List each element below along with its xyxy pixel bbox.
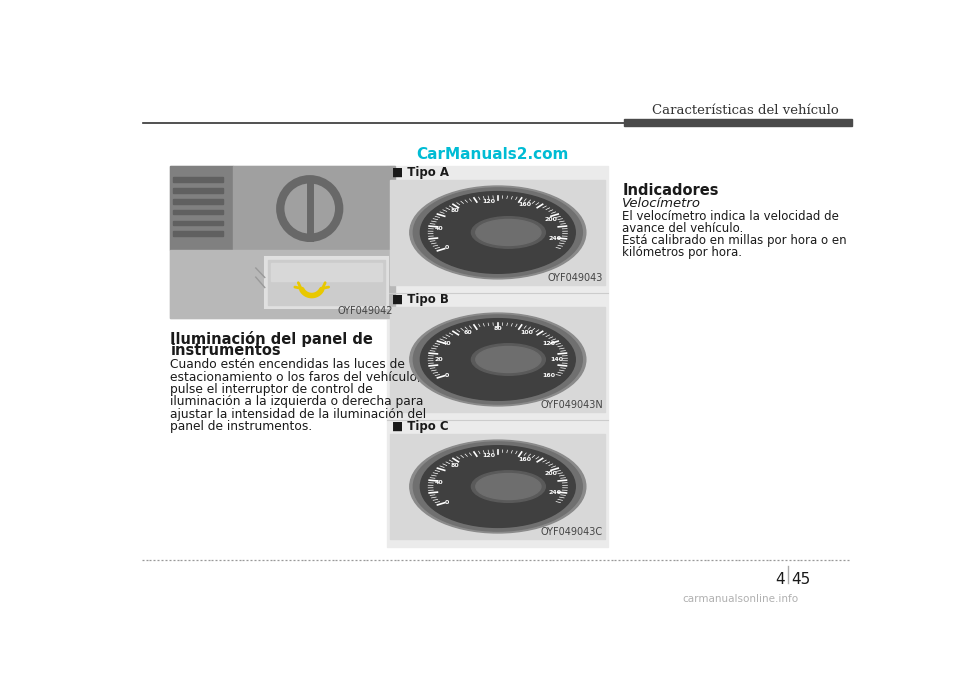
Text: 40: 40 [435,480,444,485]
Ellipse shape [414,442,583,531]
Text: 20: 20 [435,357,444,362]
Text: 160: 160 [518,457,532,462]
Ellipse shape [476,347,540,373]
Text: 140: 140 [550,357,564,362]
Text: iluminación a la izquierda o derecha para: iluminación a la izquierda o derecha par… [170,395,423,409]
Bar [170,166,396,318]
Text: Características del vehículo: Características del vehículo [653,103,839,116]
Text: Iluminación del panel de: Iluminación del panel de [170,331,373,347]
Bar [174,188,223,193]
Text: 60: 60 [464,330,472,335]
Ellipse shape [471,216,545,248]
Bar [170,166,233,249]
Bar [174,209,223,214]
Text: ■ Tipo A: ■ Tipo A [392,166,449,179]
Ellipse shape [410,313,586,406]
Bar [170,249,396,318]
Text: ■ Tipo B: ■ Tipo B [392,294,449,307]
Text: El velocímetro indica la velocidad de: El velocímetro indica la velocidad de [622,211,839,223]
Text: OYF049042: OYF049042 [337,306,393,316]
Text: 240: 240 [549,236,562,241]
Text: 0: 0 [444,500,449,504]
Ellipse shape [414,188,583,277]
Text: carmanualsonline.info: carmanualsonline.info [682,594,798,604]
Text: 40: 40 [435,226,444,232]
Ellipse shape [410,440,586,533]
Text: 80: 80 [493,326,502,331]
Text: CarManuals2.com: CarManuals2.com [416,147,568,162]
Ellipse shape [420,192,575,274]
Bar [233,166,396,257]
Bar [174,220,223,225]
Text: estacionamiento o los faros del vehículo,: estacionamiento o los faros del vehículo… [170,371,421,384]
Bar [174,177,223,182]
Bar [391,307,605,412]
Text: 200: 200 [544,471,558,475]
Text: pulse el interruptor de control de: pulse el interruptor de control de [170,383,373,396]
Text: Está calibrado en millas por hora o en: Está calibrado en millas por hora o en [622,234,847,247]
Text: instrumentos: instrumentos [170,343,281,358]
Bar [174,199,223,203]
Text: 80: 80 [451,209,460,214]
Bar [391,434,605,539]
Text: 100: 100 [521,330,534,335]
Ellipse shape [471,344,545,376]
Text: 0: 0 [444,373,449,378]
Text: 160: 160 [542,373,555,378]
Ellipse shape [420,446,575,527]
Ellipse shape [471,471,545,502]
Ellipse shape [410,186,586,279]
Bar [388,166,609,547]
Text: OYF049043C: OYF049043C [540,527,603,537]
Text: OYF049043: OYF049043 [547,273,603,283]
Text: kilómetros por hora.: kilómetros por hora. [622,246,742,259]
Text: 200: 200 [544,216,558,222]
Text: Cuando estén encendidas las luces de: Cuando estén encendidas las luces de [170,358,405,371]
Text: 45: 45 [791,573,810,588]
Text: avance del vehículo.: avance del vehículo. [622,223,743,236]
Text: Indicadores: Indicadores [622,183,719,198]
Bar [624,119,852,126]
Ellipse shape [476,473,540,500]
Text: 120: 120 [542,342,555,347]
Text: ajustar la intensidad de la iluminación del: ajustar la intensidad de la iluminación … [170,408,426,420]
Text: 120: 120 [482,453,494,458]
Bar [391,180,605,285]
Ellipse shape [420,318,575,400]
Text: 160: 160 [518,203,532,207]
Bar [174,232,223,236]
Text: 4: 4 [776,573,785,588]
Text: panel de instrumentos.: panel de instrumentos. [170,420,313,433]
Text: 80: 80 [451,462,460,468]
Text: 40: 40 [443,342,451,347]
Text: 240: 240 [549,491,562,495]
Text: ■ Tipo C: ■ Tipo C [392,420,448,433]
Bar [271,263,382,281]
Text: OYF049043N: OYF049043N [540,400,603,410]
Bar [268,260,385,305]
Text: 120: 120 [482,199,494,205]
Ellipse shape [476,220,540,245]
Text: Velocímetro: Velocímetro [622,196,701,209]
Bar [265,257,389,307]
Text: 0: 0 [444,245,449,251]
Ellipse shape [414,315,583,404]
